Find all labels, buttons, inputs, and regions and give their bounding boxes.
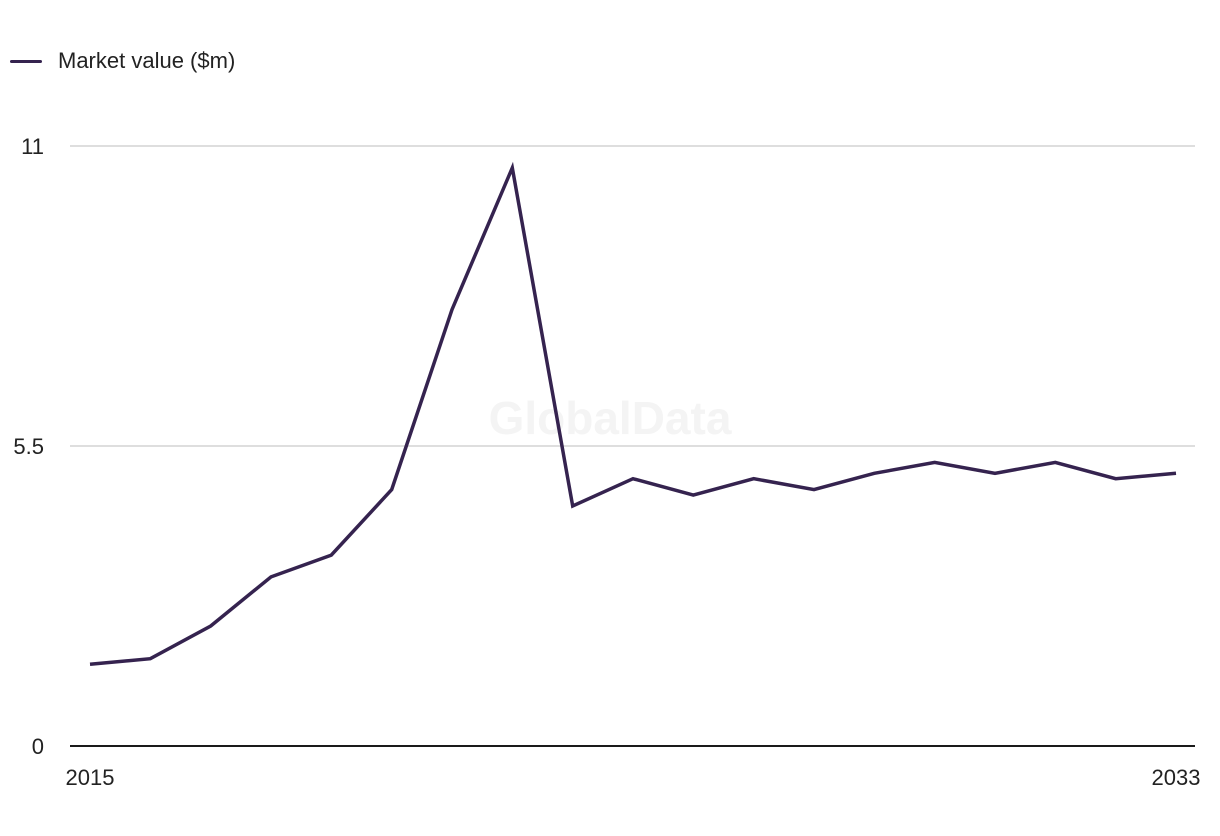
y-tick-label: 0 [32,734,44,759]
legend-line-swatch [10,59,42,63]
grid-lines [70,145,1195,447]
legend-label: Market value ($m) [58,48,236,73]
x-tick-label: 2033 [1152,765,1201,790]
series-line-market-value [89,161,1177,666]
legend: Market value ($m) [10,46,235,76]
y-tick-label: 5.5 [13,434,44,459]
watermark: GlobalData [489,392,732,444]
x-tick-labels: 2015 2033 [66,765,1201,790]
x-tick-label: 2015 [66,765,115,790]
y-tick-label: 11 [21,134,44,159]
y-tick-labels: 0 5.5 11 [13,134,44,759]
